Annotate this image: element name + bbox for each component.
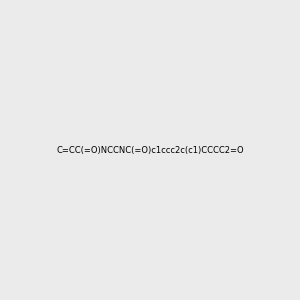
Text: C=CC(=O)NCCNC(=O)c1ccc2c(c1)CCCC2=O: C=CC(=O)NCCNC(=O)c1ccc2c(c1)CCCC2=O — [56, 146, 244, 154]
